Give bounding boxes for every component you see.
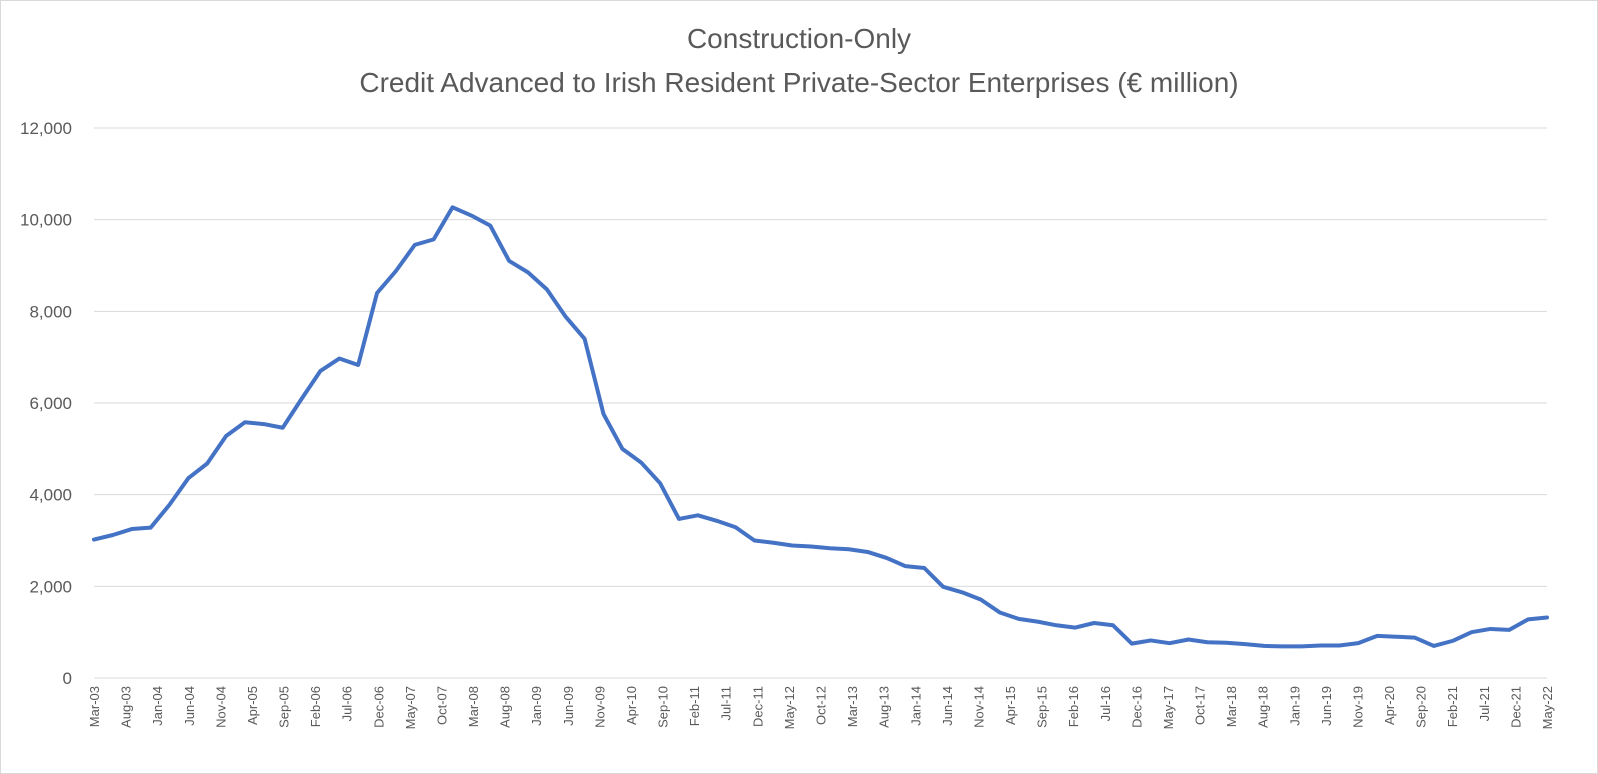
x-tick-label: Mar-13 xyxy=(845,686,860,727)
x-tick-label: Jun-14 xyxy=(940,686,955,726)
x-tick-label: Jun-19 xyxy=(1319,686,1334,726)
x-tick-label: Feb-21 xyxy=(1445,686,1460,727)
chart-title: Construction-Only xyxy=(686,23,912,54)
x-tick-label: Jul-16 xyxy=(1098,686,1113,721)
x-tick-label: Dec-21 xyxy=(1508,686,1523,728)
x-tick-label: Jan-19 xyxy=(1287,686,1302,726)
x-tick-label: Aug-03 xyxy=(119,686,134,728)
x-tick-label: Dec-11 xyxy=(750,686,765,727)
x-tick-label: Oct-07 xyxy=(434,686,449,725)
y-tick-label: 10,000 xyxy=(20,211,72,230)
x-tick-label: Nov-04 xyxy=(213,686,228,728)
y-axis: 0 2,000 4,000 6,000 8,000 10,000 12,000 xyxy=(20,119,72,688)
chart-subtitle: Credit Advanced to Irish Resident Privat… xyxy=(359,67,1239,98)
x-tick-label: Jan-04 xyxy=(150,686,165,726)
x-tick-label: Nov-14 xyxy=(971,686,986,728)
x-tick-label: Jun-09 xyxy=(561,686,576,726)
x-tick-label: Jun-04 xyxy=(182,686,197,726)
x-tick-label: Feb-11 xyxy=(687,686,702,726)
x-tick-label: Feb-16 xyxy=(1066,686,1081,727)
x-tick-label: Jul-21 xyxy=(1477,686,1492,721)
x-tick-label: Feb-06 xyxy=(308,686,323,727)
y-tick-label: 2,000 xyxy=(29,577,72,596)
x-tick-label: Jan-14 xyxy=(908,686,923,726)
x-tick-label: Mar-03 xyxy=(87,686,102,727)
x-tick-label: Jul-06 xyxy=(340,686,355,721)
x-tick-label: Aug-13 xyxy=(877,686,892,728)
x-tick-label: Dec-06 xyxy=(371,686,386,728)
x-tick-label: Sep-20 xyxy=(1414,686,1429,728)
x-tick-label: Apr-20 xyxy=(1382,686,1397,725)
x-tick-label: Apr-05 xyxy=(245,686,260,725)
x-tick-label: Oct-12 xyxy=(814,686,829,725)
x-axis: Mar-03 Aug-03 Jan-04 Jun-04 Nov-04 Apr-05 Sep-… xyxy=(87,686,1555,729)
x-tick-label: May-22 xyxy=(1540,686,1555,729)
x-tick-label: May-17 xyxy=(1161,686,1176,729)
y-tick-label: 6,000 xyxy=(29,394,72,413)
x-tick-label: Sep-05 xyxy=(277,686,292,728)
x-tick-label: Apr-10 xyxy=(624,686,639,725)
y-tick-label: 0 xyxy=(63,669,72,688)
x-tick-label: Sep-10 xyxy=(656,686,671,728)
x-tick-label: Jul-11 xyxy=(719,686,734,720)
series-line-construction-credit xyxy=(92,205,1549,649)
x-tick-label: Nov-09 xyxy=(592,686,607,728)
y-tick-label: 12,000 xyxy=(20,119,72,138)
x-tick-label: Apr-15 xyxy=(1003,686,1018,725)
y-tick-label: 8,000 xyxy=(29,302,72,321)
x-tick-label: Oct-17 xyxy=(1193,686,1208,725)
series-layer xyxy=(92,205,1549,649)
x-tick-label: Sep-15 xyxy=(1035,686,1050,728)
x-tick-label: Mar-18 xyxy=(1224,686,1239,727)
x-tick-label: Aug-18 xyxy=(1256,686,1271,728)
y-tick-label: 4,000 xyxy=(29,486,72,505)
grid-lines xyxy=(94,127,1547,679)
x-tick-label: Mar-08 xyxy=(466,686,481,727)
x-tick-label: Aug-08 xyxy=(498,686,513,728)
x-tick-label: Nov-19 xyxy=(1350,686,1365,728)
x-tick-label: Jan-09 xyxy=(529,686,544,726)
x-tick-label: Dec-16 xyxy=(1129,686,1144,728)
x-tick-label: May-07 xyxy=(403,686,418,729)
x-tick-label: May-12 xyxy=(782,686,797,729)
